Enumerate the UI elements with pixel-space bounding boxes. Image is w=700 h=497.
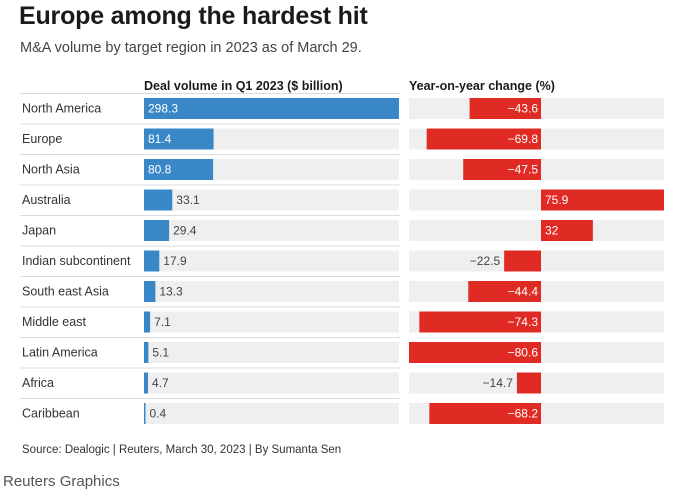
volume-bar [144, 189, 173, 211]
change-value-label: −47.5 [508, 163, 539, 177]
volume-value-label: 0.4 [150, 407, 167, 421]
brand-logo-text: Reuters Graphics [3, 473, 120, 490]
change-row-background [409, 220, 664, 241]
volume-bar [144, 403, 146, 424]
category-label: Caribbean [22, 407, 80, 421]
volume-value-label: 4.7 [152, 376, 169, 390]
volume-value-label: 81.4 [148, 132, 172, 146]
volume-value-label: 13.3 [159, 285, 183, 299]
volume-value-label: 29.4 [173, 224, 197, 238]
volume-panel-title: Deal volume in Q1 2023 ($ billion) [144, 79, 343, 93]
volume-value-label: 80.8 [148, 163, 172, 177]
change-bar [463, 159, 541, 180]
change-panel-title: Year-on-year change (%) [409, 79, 555, 93]
category-label: Australia [22, 193, 71, 207]
volume-bar [144, 250, 160, 272]
category-label: Japan [22, 224, 56, 238]
volume-bar [144, 342, 149, 363]
category-label: Europe [22, 132, 62, 146]
volume-row-background [144, 281, 399, 302]
change-value-label: −44.4 [508, 285, 539, 299]
volume-row-background [144, 311, 399, 333]
volume-row-background [144, 403, 399, 424]
volume-value-label: 298.3 [148, 102, 178, 116]
category-label: Africa [22, 376, 54, 390]
change-bar [468, 281, 541, 302]
category-label: North Asia [22, 163, 80, 177]
change-bar [429, 403, 541, 424]
volume-bar [144, 159, 214, 180]
volume-row-background [144, 250, 399, 272]
volume-bar [144, 220, 170, 241]
volume-bar [144, 311, 151, 333]
change-bar [504, 250, 541, 272]
change-bar [541, 189, 664, 211]
category-label: North America [22, 102, 101, 116]
volume-bar [144, 128, 214, 150]
change-bar [469, 98, 541, 119]
change-bar [541, 220, 593, 241]
volume-value-label: 17.9 [163, 254, 187, 268]
change-value-label: −80.6 [508, 346, 539, 360]
change-value-label: −43.6 [508, 102, 539, 116]
volume-row-background [144, 189, 399, 211]
source-note: Source: Dealogic | Reuters, March 30, 20… [22, 444, 342, 456]
change-value-label: −74.3 [508, 315, 539, 329]
volume-row-background [144, 342, 399, 363]
change-value-label: 75.9 [545, 193, 569, 207]
change-value-label: −14.7 [483, 376, 514, 390]
change-bar [426, 128, 541, 150]
change-value-label: −69.8 [508, 132, 539, 146]
change-bar [516, 372, 541, 394]
chart-title: Europe among the hardest hit [19, 2, 368, 30]
volume-value-label: 7.1 [154, 315, 171, 329]
chart-subtitle: M&A volume by target region in 2023 as o… [20, 40, 362, 56]
change-value-label: −22.5 [470, 254, 501, 268]
chart-canvas: Deal volume in Q1 2023 ($ billion) Year-o… [20, 79, 664, 424]
category-label: Latin America [22, 346, 98, 360]
volume-bar [144, 372, 149, 394]
change-value-label: −68.2 [508, 407, 539, 421]
volume-row-background [144, 220, 399, 241]
change-value-label: 32 [545, 224, 559, 238]
volume-value-label: 33.1 [176, 193, 200, 207]
category-label: South east Asia [22, 285, 109, 299]
volume-bar [144, 281, 156, 302]
volume-row-background [144, 372, 399, 394]
change-bar [419, 311, 541, 333]
category-label: Middle east [22, 315, 86, 329]
volume-bar [144, 98, 399, 119]
volume-value-label: 5.1 [152, 346, 169, 360]
category-label: Indian subcontinent [22, 254, 131, 268]
change-bar [409, 342, 541, 363]
